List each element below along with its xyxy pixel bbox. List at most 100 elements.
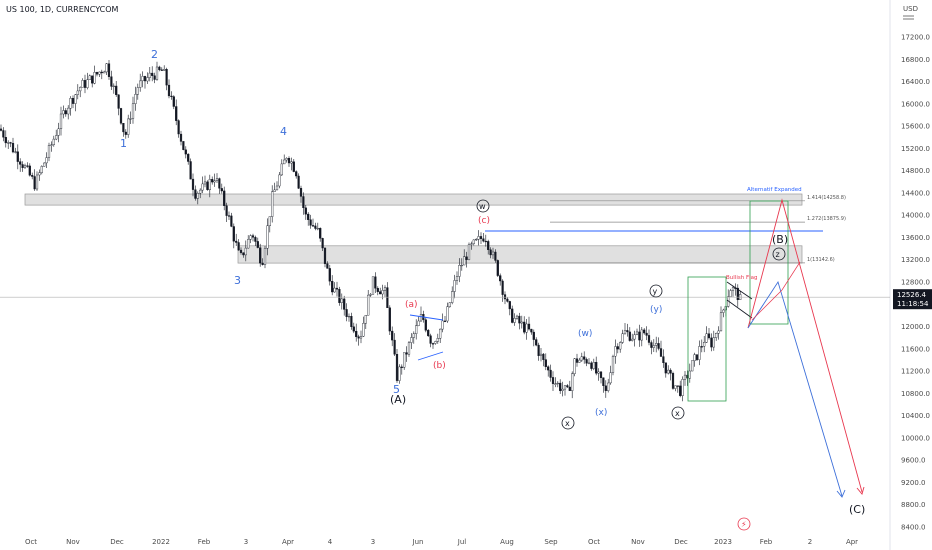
candle-body [333,287,336,293]
resistance-zone-1 [24,193,803,206]
candle-body [515,315,519,319]
candle-body [539,353,543,356]
candle-body [667,369,670,374]
candle-body [482,238,485,242]
candle-body [448,302,451,307]
candle-body [194,189,197,199]
candle-body [319,227,322,239]
candle-body [163,68,166,71]
candle-body [2,130,5,138]
candle-body [499,275,502,282]
candle-body [712,337,715,348]
countdown-label: 11:18:54 [897,300,929,308]
candle-body [237,242,240,251]
candle-body [604,385,607,391]
candle-body [669,369,672,374]
candle-body [100,71,103,74]
candle-body [489,249,492,256]
candle-body [691,360,694,372]
candle-body [67,107,70,115]
candle-body [119,108,123,124]
wave-label-A: (A) [390,393,406,406]
candle-body [347,316,351,318]
candle-body [143,76,147,82]
wave-label-2: 2 [151,48,158,61]
candle-body [415,325,418,334]
candle-body [518,315,521,324]
candle-body [407,342,411,355]
forecast-path-red-2 [751,261,801,321]
chart-title: US 100, 1D, CURRENCYCOM [6,5,119,14]
x-tick-label: 2023 [714,538,732,546]
flag-pole-box [687,276,727,402]
x-axis: Oct Nov Dec 2022 Feb 3 Apr 4 3 Jun Jul Aug Sep Oct Nov… [25,538,858,546]
candle-body [91,75,94,84]
candle-body [220,188,223,192]
y-tick-label: 8400.0 [901,524,926,532]
candle-body [263,248,267,265]
candle-body [33,176,36,190]
candle-body [350,316,353,328]
candle-body [575,358,579,363]
candle-body [218,178,221,189]
candle-body [271,191,274,217]
candle-body [527,323,531,330]
candle-body [467,244,471,261]
candle-body [323,247,327,264]
candle-body [187,153,190,162]
candle-body [551,377,555,384]
candle-body [213,180,216,183]
y-tick-label: 10800.0 [901,390,930,398]
x-tick-label: Apr [846,538,858,546]
candle-body [374,276,377,289]
candle-body [355,331,358,337]
lightning-icon[interactable]: ⚡ [737,517,751,531]
candle-body [616,346,619,350]
candle-body [434,341,437,344]
candle-body [203,181,207,185]
candle-body [628,331,631,341]
candle-body [679,385,682,396]
current-price-label: 12526.4 [897,291,926,299]
candle-body [134,94,137,105]
candle-body [340,298,343,303]
candle-body [285,157,288,161]
resistance-zone-2 [237,245,803,264]
candle-body [191,178,195,190]
candle-body [112,85,115,88]
wave-label-x-paren: (x) [595,408,607,418]
candle-body [71,97,75,104]
x-tick-label: Nov [66,538,80,546]
candle-body [232,226,235,242]
current-price-tag: 12526.4 11:18:54 [893,289,932,310]
candle-body [247,239,250,249]
candle-body [155,66,159,80]
candle-body [177,120,180,135]
candle-body [403,352,406,368]
svg-text:z: z [776,250,780,259]
fib-label-1272: 1.272(13875.9) [807,216,846,222]
wave-label-x-2: x [671,406,685,420]
candle-body [21,164,24,168]
wave-label-w: w [476,199,490,213]
candle-body [43,162,46,167]
candle-body [206,181,209,190]
candle-body [419,314,423,322]
candle-body [122,122,125,133]
candle-body [429,335,432,344]
candle-body [129,118,132,120]
candle-body [179,133,183,142]
candle-body [477,236,480,240]
y-tick-label: 10000.0 [901,434,930,442]
wave-label-w-paren: (w) [578,329,592,339]
candle-body [458,265,461,277]
candle-body [74,94,77,104]
candle-body [127,118,130,135]
candle-body [239,249,243,253]
settings-icon[interactable] [903,15,914,20]
candle-body [506,298,509,302]
candle-body [607,382,610,392]
candle-body [314,225,317,229]
candle-body [52,138,55,146]
